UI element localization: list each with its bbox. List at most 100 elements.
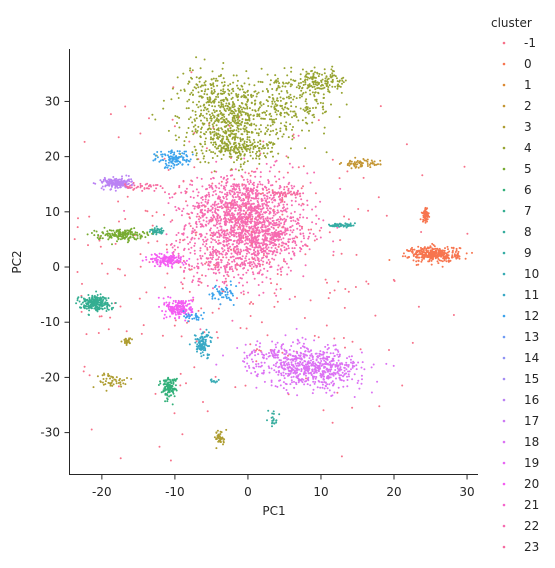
data-point xyxy=(259,231,262,234)
data-point xyxy=(272,208,275,211)
data-point xyxy=(253,246,256,249)
data-point xyxy=(180,191,183,194)
data-point xyxy=(350,167,353,170)
data-point xyxy=(170,265,173,268)
data-point xyxy=(323,375,325,378)
data-point xyxy=(294,196,297,199)
data-point xyxy=(223,141,226,144)
data-point xyxy=(301,361,304,364)
data-point xyxy=(265,276,268,279)
data-point xyxy=(222,62,225,64)
data-point xyxy=(217,120,220,123)
data-point xyxy=(253,277,256,280)
data-point xyxy=(194,231,197,234)
data-point xyxy=(175,138,178,141)
data-point xyxy=(285,232,288,235)
data-point xyxy=(241,183,244,186)
data-point xyxy=(230,229,233,232)
data-point xyxy=(176,246,179,249)
data-point xyxy=(187,213,190,216)
data-point xyxy=(306,72,309,75)
data-point xyxy=(284,360,287,363)
data-point xyxy=(351,366,354,369)
data-point xyxy=(279,99,282,102)
data-point xyxy=(366,165,369,167)
data-point xyxy=(266,239,268,242)
data-point xyxy=(404,255,407,258)
data-point xyxy=(297,364,300,367)
data-point xyxy=(299,379,302,382)
data-point xyxy=(230,221,233,223)
data-point xyxy=(225,184,228,187)
data-point xyxy=(250,230,253,233)
data-point xyxy=(263,197,266,200)
data-point xyxy=(190,76,192,79)
data-point xyxy=(393,280,396,282)
data-point xyxy=(354,156,357,159)
data-point xyxy=(182,300,185,302)
data-point xyxy=(199,247,202,250)
data-point xyxy=(214,239,216,242)
data-point xyxy=(83,365,86,368)
data-point xyxy=(224,277,227,280)
data-point xyxy=(121,177,123,180)
data-point xyxy=(318,73,321,75)
data-point xyxy=(323,132,325,135)
data-point xyxy=(340,368,343,371)
data-point xyxy=(258,157,261,160)
data-point xyxy=(266,270,269,272)
data-point xyxy=(330,381,333,384)
data-point xyxy=(301,244,304,247)
data-point xyxy=(307,237,310,240)
data-point xyxy=(331,380,334,383)
data-point xyxy=(445,257,448,259)
data-point xyxy=(101,262,103,265)
data-point xyxy=(232,81,235,84)
data-point xyxy=(280,372,283,375)
data-point xyxy=(312,233,315,235)
data-point xyxy=(289,229,292,232)
data-point xyxy=(262,152,265,155)
data-point xyxy=(306,199,309,202)
data-point xyxy=(191,121,194,124)
data-point xyxy=(194,113,197,116)
data-point xyxy=(289,369,292,372)
data-point xyxy=(340,91,343,94)
data-point xyxy=(297,134,300,137)
data-point xyxy=(245,141,248,143)
data-point xyxy=(269,277,272,280)
data-point xyxy=(310,374,313,376)
data-point xyxy=(314,363,317,366)
data-point xyxy=(326,370,329,373)
data-point xyxy=(230,145,233,148)
data-point xyxy=(229,216,232,219)
data-point xyxy=(288,181,291,184)
data-point xyxy=(333,391,336,394)
data-point xyxy=(342,337,345,339)
data-point xyxy=(471,251,473,254)
data-point xyxy=(236,147,239,150)
data-point xyxy=(205,239,208,242)
data-point xyxy=(182,180,185,183)
data-point xyxy=(253,141,256,144)
data-point xyxy=(243,360,246,363)
data-point xyxy=(278,243,281,246)
data-point xyxy=(263,380,266,383)
data-point xyxy=(220,149,223,152)
data-point xyxy=(246,369,248,372)
data-point xyxy=(293,210,296,213)
data-point xyxy=(236,113,239,116)
data-point xyxy=(256,186,259,189)
data-point xyxy=(193,229,196,232)
data-point xyxy=(246,237,249,240)
data-point xyxy=(226,107,229,110)
data-point xyxy=(318,380,321,383)
data-point xyxy=(290,363,293,366)
data-point xyxy=(253,90,256,93)
data-point xyxy=(94,182,97,185)
data-point xyxy=(298,203,300,206)
data-point xyxy=(261,199,264,202)
data-point xyxy=(331,394,334,397)
data-point xyxy=(191,236,194,239)
data-point xyxy=(297,381,300,384)
